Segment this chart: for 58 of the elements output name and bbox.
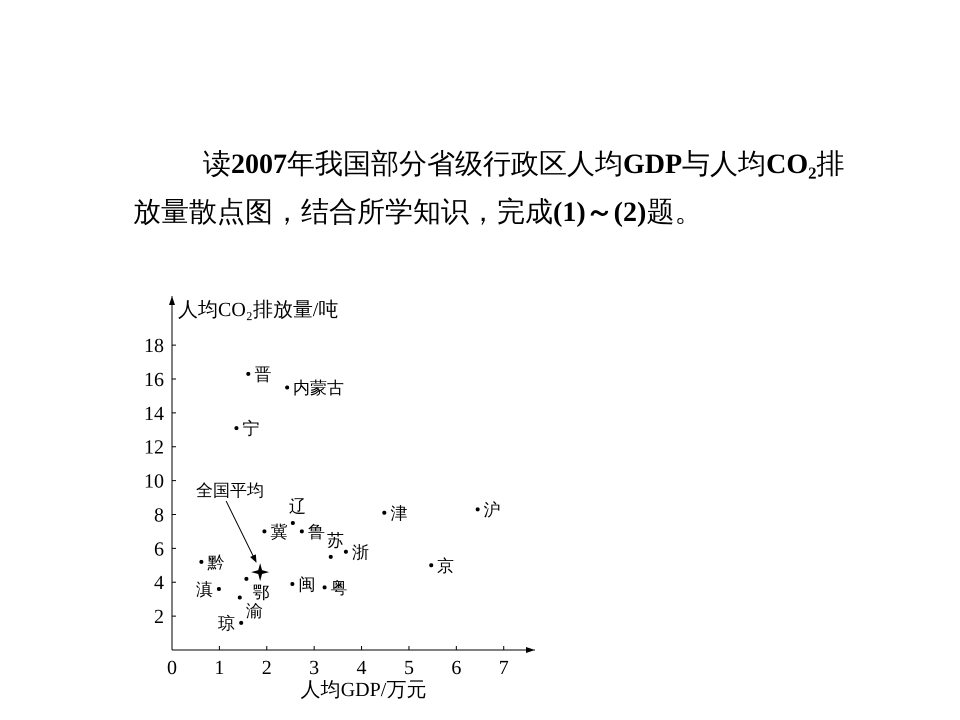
point — [244, 576, 248, 581]
annotation: 苏 — [326, 530, 344, 550]
point — [262, 529, 266, 534]
point — [344, 550, 348, 554]
point — [290, 582, 294, 586]
point — [328, 554, 333, 559]
point — [382, 510, 386, 515]
point — [476, 507, 480, 512]
y-tick-label: 2 — [154, 606, 164, 628]
x-tick-label: 3 — [309, 657, 320, 679]
point — [429, 563, 434, 568]
y-axis-title: 人均CO₂排放量/吨 — [178, 299, 338, 321]
point — [239, 620, 244, 625]
annotation: 辽 — [288, 496, 306, 516]
annotation: 闽 — [298, 574, 316, 594]
annotation: 浙 — [352, 542, 369, 562]
y-tick-label: 16 — [144, 368, 164, 391]
y-tick-label: 4 — [154, 572, 164, 594]
annotation: 京 — [437, 556, 454, 576]
y-tick-label: 14 — [144, 402, 164, 425]
x-tick-label: 6 — [451, 657, 462, 679]
annotation: 津 — [390, 504, 408, 523]
chart-title: 读2007年我国部分省级行政区人均GDP与人均CO₂排放量散点图，结合所学知识，完成(1)～(2)题。 — [133, 149, 845, 228]
point — [285, 385, 290, 390]
annotation: 晋 — [254, 364, 272, 384]
annotation: 滇 — [196, 580, 213, 600]
y-tick-label: 8 — [154, 504, 164, 526]
point — [238, 595, 242, 600]
annotation: 琼 — [218, 614, 236, 633]
x-tick-label: 7 — [498, 657, 509, 679]
x-axis-title: 人均GDP/万元 — [300, 679, 426, 701]
point — [322, 585, 327, 590]
x-tick-label: 4 — [356, 657, 367, 679]
x-tick-label: 2 — [262, 657, 272, 679]
point — [290, 520, 295, 525]
annotation: 鲁 — [308, 522, 325, 542]
x-tick-label: 0 — [167, 657, 177, 679]
annotation: 全国平均 — [196, 481, 264, 500]
point — [251, 563, 270, 582]
y-tick-label: 18 — [144, 335, 164, 358]
annotation: 沪 — [484, 500, 501, 520]
point — [246, 372, 250, 376]
annotation: 宁 — [242, 419, 260, 438]
point — [199, 560, 204, 564]
annotation: 内蒙古 — [293, 378, 344, 398]
annotation: 渝 — [246, 601, 263, 620]
y-tick-label: 12 — [144, 436, 164, 459]
y-tick-label: 6 — [154, 538, 164, 560]
annotation: 粤 — [330, 578, 348, 598]
x-tick-label: 5 — [404, 657, 414, 679]
point — [216, 587, 221, 592]
x-tick-label: 1 — [214, 657, 224, 679]
annotation: 黔 — [206, 552, 224, 572]
point — [300, 529, 304, 534]
annotation: 鄂 — [252, 582, 270, 602]
y-tick-label: 10 — [144, 470, 164, 493]
annotation: 冀 — [270, 522, 288, 542]
point — [234, 426, 238, 430]
